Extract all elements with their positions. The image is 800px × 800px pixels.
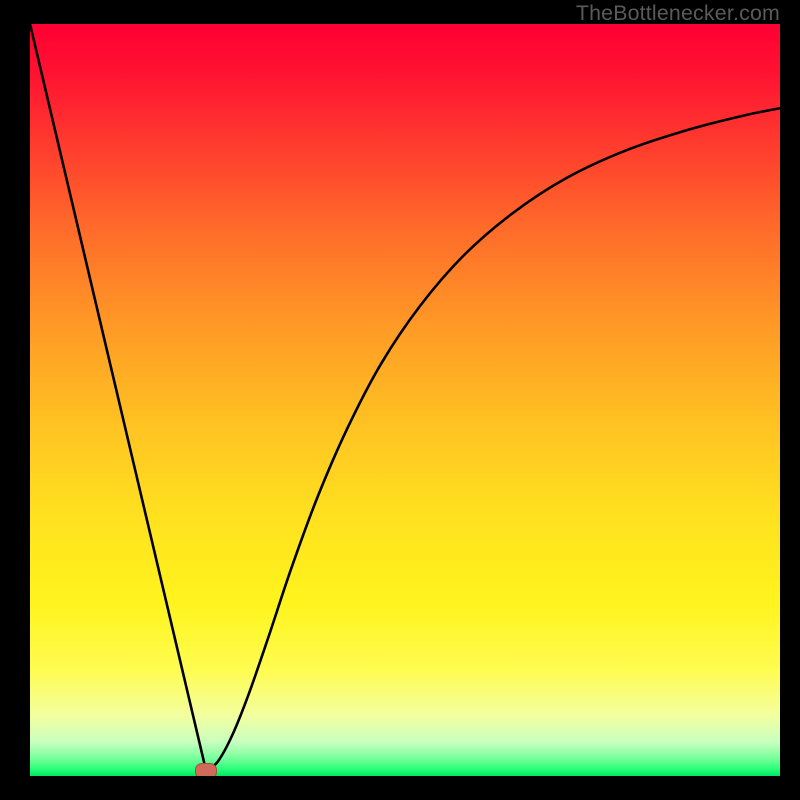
chart-root: TheBottlenecker.com	[0, 0, 800, 800]
watermark-text: TheBottlenecker.com	[576, 1, 780, 26]
plot-svg	[30, 24, 780, 776]
frame-border-bottom	[0, 776, 800, 800]
plot-area	[30, 24, 780, 776]
frame-border-right	[780, 0, 800, 800]
minimum-marker	[195, 763, 217, 776]
frame-border-left	[0, 0, 30, 800]
